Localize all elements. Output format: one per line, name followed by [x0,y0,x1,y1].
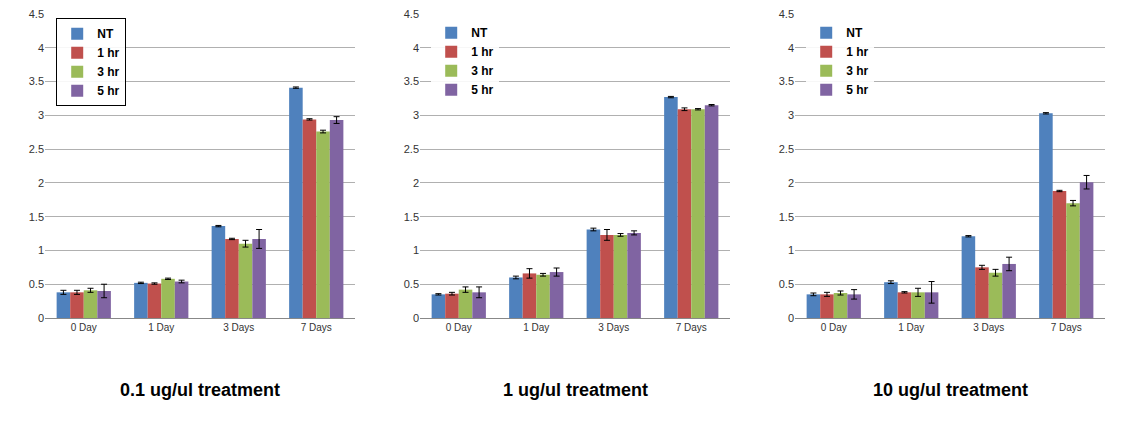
svg-text:NT: NT [97,27,114,41]
svg-text:4.5: 4.5 [779,8,794,20]
svg-text:0: 0 [788,312,794,324]
svg-text:1: 1 [38,244,44,256]
svg-text:0 Day: 0 Day [821,322,847,333]
svg-text:3: 3 [788,109,794,121]
svg-text:1.5: 1.5 [779,211,794,223]
svg-text:2.5: 2.5 [404,143,419,155]
svg-text:3.5: 3.5 [29,75,44,87]
svg-text:1 hr: 1 hr [471,45,493,59]
svg-text:10 ug/ul treatment: 10 ug/ul treatment [873,380,1028,400]
svg-text:4.5: 4.5 [404,8,419,20]
svg-text:4: 4 [38,42,44,54]
svg-text:0.5: 0.5 [29,278,44,290]
svg-text:0.1 ug/ul treatment: 0.1 ug/ul treatment [120,380,280,400]
svg-text:2.5: 2.5 [779,143,794,155]
svg-text:1: 1 [413,244,419,256]
svg-text:5 hr: 5 hr [846,83,868,97]
svg-text:3: 3 [413,109,419,121]
svg-text:0: 0 [413,312,419,324]
svg-text:1 Day: 1 Day [148,322,174,333]
svg-text:0 Day: 0 Day [446,322,472,333]
svg-text:1: 1 [788,244,794,256]
svg-text:0.5: 0.5 [404,278,419,290]
svg-text:4: 4 [413,42,419,54]
svg-text:7 Days: 7 Days [676,322,707,333]
svg-text:4: 4 [788,42,794,54]
svg-text:3.5: 3.5 [779,75,794,87]
svg-text:3: 3 [38,109,44,121]
svg-text:2.5: 2.5 [29,143,44,155]
svg-text:2: 2 [38,177,44,189]
svg-text:3.5: 3.5 [404,75,419,87]
svg-text:1 Day: 1 Day [898,322,924,333]
svg-text:3 hr: 3 hr [846,64,868,78]
svg-text:7 Days: 7 Days [301,322,332,333]
svg-text:1.5: 1.5 [404,211,419,223]
svg-text:3 hr: 3 hr [471,64,493,78]
svg-text:7 Days: 7 Days [1051,322,1082,333]
svg-text:1 Day: 1 Day [523,322,549,333]
svg-text:3 hr: 3 hr [97,65,119,79]
svg-text:NT: NT [471,26,488,40]
svg-text:5 hr: 5 hr [97,84,119,98]
svg-text:3 Days: 3 Days [223,322,254,333]
svg-text:3 Days: 3 Days [973,322,1004,333]
svg-text:4.5: 4.5 [29,8,44,20]
svg-text:3 Days: 3 Days [598,322,629,333]
svg-text:2: 2 [413,177,419,189]
svg-text:2: 2 [788,177,794,189]
svg-text:5 hr: 5 hr [471,83,493,97]
svg-text:0 Day: 0 Day [71,322,97,333]
svg-text:0.5: 0.5 [779,278,794,290]
svg-text:1.5: 1.5 [29,211,44,223]
svg-text:NT: NT [846,26,863,40]
svg-text:1 hr: 1 hr [846,45,868,59]
svg-text:1 hr: 1 hr [97,46,119,60]
svg-text:0: 0 [38,312,44,324]
svg-text:1 ug/ul treatment: 1 ug/ul treatment [503,380,648,400]
